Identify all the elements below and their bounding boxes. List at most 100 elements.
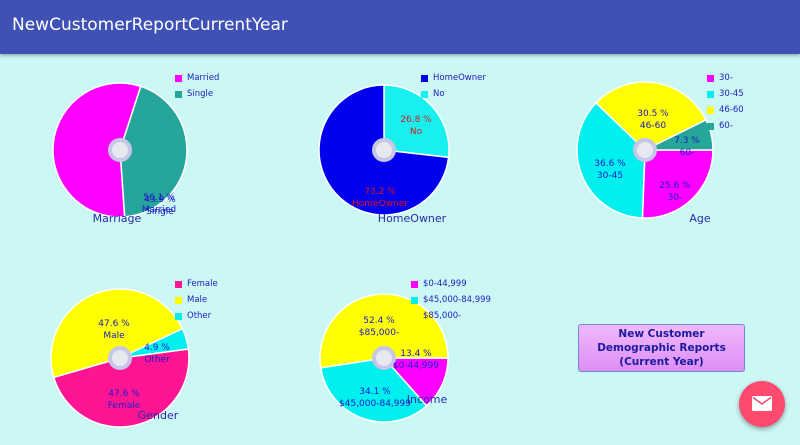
app-title: NewCustomerReportCurrentYear <box>12 15 288 35</box>
marriage-legend-item-0: Married <box>175 70 219 86</box>
marriage-slice-0 <box>52 82 142 218</box>
age-legend-swatch-0 <box>707 74 714 82</box>
gender-slice-1 <box>50 288 184 379</box>
homeowner-legend-item-0: HomeOwner <box>421 70 486 86</box>
chart-income: 13.4 % $0-44,999 34.1 % $45,000-84,999 52.4 … <box>309 270 519 445</box>
chart-marriage: 56.1 % Married 43.9 % Single Married Single Ma… <box>45 62 255 237</box>
gender-legend-swatch-0 <box>175 280 182 288</box>
gender-pie-svg: 47.6 % Female 47.6 % Male 4.9 % Other <box>50 288 190 428</box>
age-legend-label-1: 30-45 <box>719 89 744 99</box>
gender-slice-name-label-1: Male <box>103 331 125 341</box>
age-slice-name-label-1: 30-45 <box>597 171 623 181</box>
age-slice-name-label-3: 60- <box>680 148 695 158</box>
marriage-legend-label-1: Single <box>187 89 214 99</box>
income-percent-label-1: 34.1 % <box>359 387 391 397</box>
age-slice-name-label-2: 46-60 <box>640 121 666 131</box>
age-percent-label-3: 7.3 % <box>674 136 700 146</box>
homeowner-chart-title: HomeOwner <box>377 212 447 225</box>
gender-legend-label-1: Male <box>187 295 208 305</box>
age-legend-swatch-1 <box>707 90 714 98</box>
demographic-reports-button[interactable]: New Customer Demographic Reports (Curren… <box>578 324 745 372</box>
income-slice-0 <box>382 357 449 407</box>
age-percent-label-1: 36.6 % <box>594 159 626 169</box>
age-slice-0 <box>641 149 714 219</box>
gender-percent-label-0: 47.6 % <box>108 389 140 399</box>
income-legend-item-0: $0-44,999 <box>411 276 491 292</box>
gender-legend-item-2: Other <box>175 308 218 324</box>
homeowner-legend-swatch-1 <box>421 90 428 98</box>
age-legend-item-0: 30- <box>707 70 744 86</box>
income-percent-label-0: 13.4 % <box>400 349 432 359</box>
income-legend-item-2: $85,000- <box>411 308 491 324</box>
age-legend-label-0: 30- <box>719 73 733 83</box>
age-legend-item-1: 30-45 <box>707 86 744 102</box>
gender-legend: Female Male Other <box>175 276 218 324</box>
homeowner-legend-label-0: HomeOwner <box>433 73 486 83</box>
homeowner-center-hole <box>372 138 396 162</box>
age-legend-swatch-3 <box>707 122 714 130</box>
age-legend: 30- 30-45 46-60 60- <box>707 70 744 134</box>
age-pie-svg: 25.6 % 30- 36.6 % 30-45 30.5 % 46-60 7.3 % 60- <box>576 81 714 219</box>
age-legend-label-2: 46-60 <box>719 105 744 115</box>
homeowner-legend-swatch-0 <box>421 74 428 82</box>
homeowner-slice-name-label-0: HomeOwner <box>352 199 408 209</box>
income-slice-name-label-0: $0-44,999 <box>393 361 439 371</box>
homeowner-percent-label-1: 26.8 % <box>400 115 432 125</box>
income-legend-swatch-0 <box>411 280 418 288</box>
income-slice-2 <box>319 293 449 369</box>
age-slice-name-label-0: 30- <box>668 193 683 203</box>
gender-legend-label-2: Other <box>187 311 212 321</box>
income-slice-name-label-1: $45,000-84,999 <box>339 399 411 409</box>
income-slice-name-label-2: $85,000- <box>359 328 399 338</box>
income-percent-label-2: 52.4 % <box>363 316 395 326</box>
marriage-slice-1 <box>119 85 188 218</box>
gender-legend-item-0: Female <box>175 276 218 292</box>
age-percent-label-2: 30.5 % <box>637 109 669 119</box>
gender-chart-title: Gender <box>137 409 179 422</box>
gender-slice-0 <box>52 348 190 428</box>
marriage-center-hole <box>108 138 132 162</box>
gender-slice-name-label-0: Female <box>108 401 141 411</box>
marriage-legend-swatch-1 <box>175 90 182 98</box>
income-chart-title: Income <box>406 393 448 406</box>
homeowner-legend: HomeOwner No <box>421 70 486 102</box>
gender-legend-swatch-2 <box>175 312 182 320</box>
age-chart-title: Age <box>689 212 711 225</box>
income-legend: $0-44,999 $45,000-84,999 $85,000- <box>411 276 491 324</box>
email-icon <box>752 396 772 411</box>
gender-slice-2 <box>119 327 190 359</box>
income-legend-item-1: $45,000-84,999 <box>411 292 491 308</box>
homeowner-percent-label-0: 73.2 % <box>364 187 396 197</box>
income-legend-label-0: $0-44,999 <box>423 279 467 289</box>
marriage-percent-label-0: 56.1 % <box>143 193 175 203</box>
income-pie-svg: 13.4 % $0-44,999 34.1 % $45,000-84,999 52.4 … <box>319 293 449 423</box>
income-slice-1 <box>319 357 428 423</box>
homeowner-slice-1 <box>383 84 450 159</box>
chart-gender: 47.6 % Female 47.6 % Male 4.9 % Other Female Ma… <box>45 270 255 445</box>
marriage-chart-title: Marriage <box>92 212 142 225</box>
income-legend-swatch-2 <box>411 312 418 320</box>
homeowner-slice-name-label-1: No <box>410 127 423 137</box>
marriage-legend-label-0: Married <box>187 73 220 83</box>
chart-homeowner: 73.2 % HomeOwner 26.8 % No HomeOwner No HomeOw… <box>309 62 519 237</box>
age-legend-item-3: 60- <box>707 118 744 134</box>
income-legend-swatch-1 <box>411 296 418 304</box>
age-slice-3 <box>644 118 714 151</box>
email-fab-button[interactable] <box>739 381 785 427</box>
income-center-hole <box>372 346 396 370</box>
income-legend-label-2: $85,000- <box>423 311 462 321</box>
gender-percent-label-2: 4.9 % <box>144 343 170 353</box>
homeowner-legend-item-1: No <box>421 86 486 102</box>
gender-legend-item-1: Male <box>175 292 218 308</box>
income-legend-label-1: $45,000-84,999 <box>423 295 491 305</box>
age-legend-label-3: 60- <box>719 121 733 131</box>
gender-slice-name-label-2: Other <box>144 355 170 365</box>
marriage-slice-name-label-0: Married <box>142 205 176 215</box>
marriage-legend-item-1: Single <box>175 86 219 102</box>
age-legend-swatch-2 <box>707 106 714 114</box>
homeowner-pie-svg: 73.2 % HomeOwner 26.8 % No <box>318 84 450 216</box>
age-percent-label-0: 25.6 % <box>659 181 691 191</box>
marriage-legend-swatch-0 <box>175 74 182 82</box>
homeowner-legend-label-1: No <box>433 89 445 99</box>
